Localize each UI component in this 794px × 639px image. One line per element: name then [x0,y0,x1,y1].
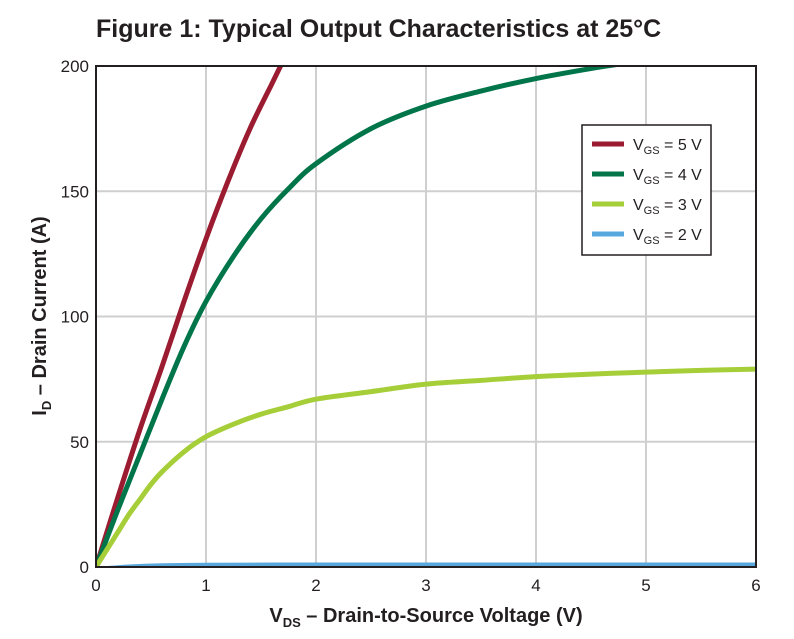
y-axis-label: ID – Drain Current (A) [29,216,54,415]
legend-label: VGS = 4 V [633,167,702,187]
plot-frame [95,65,757,568]
x-tick-labels: 0 1 2 3 4 5 6 [91,576,760,595]
y-axis-label-sub: D [39,401,54,410]
x-tick-label: 4 [531,576,540,595]
x-axis-label-sub: DS [283,615,301,630]
legend-item: VGS = 4 V [592,167,702,187]
chart-title: Figure 1: Typical Output Characteristics… [96,15,661,43]
series-line-2 [96,66,625,567]
y-tick-label: 150 [61,182,89,201]
x-axis-label: VDS – Drain-to-Source Voltage (V) [269,605,582,630]
legend-item: VGS = 2 V [592,227,702,247]
series-line-3 [96,366,756,567]
x-tick-label: 2 [311,576,320,595]
x-tick-label: 6 [751,576,760,595]
x-axis-label-rest: – Drain-to-Source Voltage (V) [301,605,583,627]
y-axis-label-main: I [29,410,51,416]
y-tick-label: 50 [70,433,89,452]
legend-label: VGS = 5 V [633,137,702,157]
x-tick-label: 1 [201,576,210,595]
x-tick-label: 3 [421,576,430,595]
y-tick-label: 100 [61,308,89,327]
legend: VGS = 5 V VGS = 4 V VGS = 3 V VGS = 2 V [581,124,712,256]
y-tick-labels: 0 50 100 150 200 [61,57,89,577]
legend-label: VGS = 2 V [633,227,702,247]
legend-item: VGS = 5 V [592,137,702,157]
x-tick-label: 0 [91,576,100,595]
legend-item: VGS = 3 V [592,197,702,217]
y-tick-label: 200 [61,57,89,76]
x-tick-label: 5 [641,576,650,595]
series-line-1 [96,66,284,567]
x-axis-label-main: V [269,605,283,627]
legend-label: VGS = 3 V [633,197,702,217]
y-axis-label-rest: – Drain Current (A) [29,216,51,400]
y-tick-label: 0 [80,558,89,577]
